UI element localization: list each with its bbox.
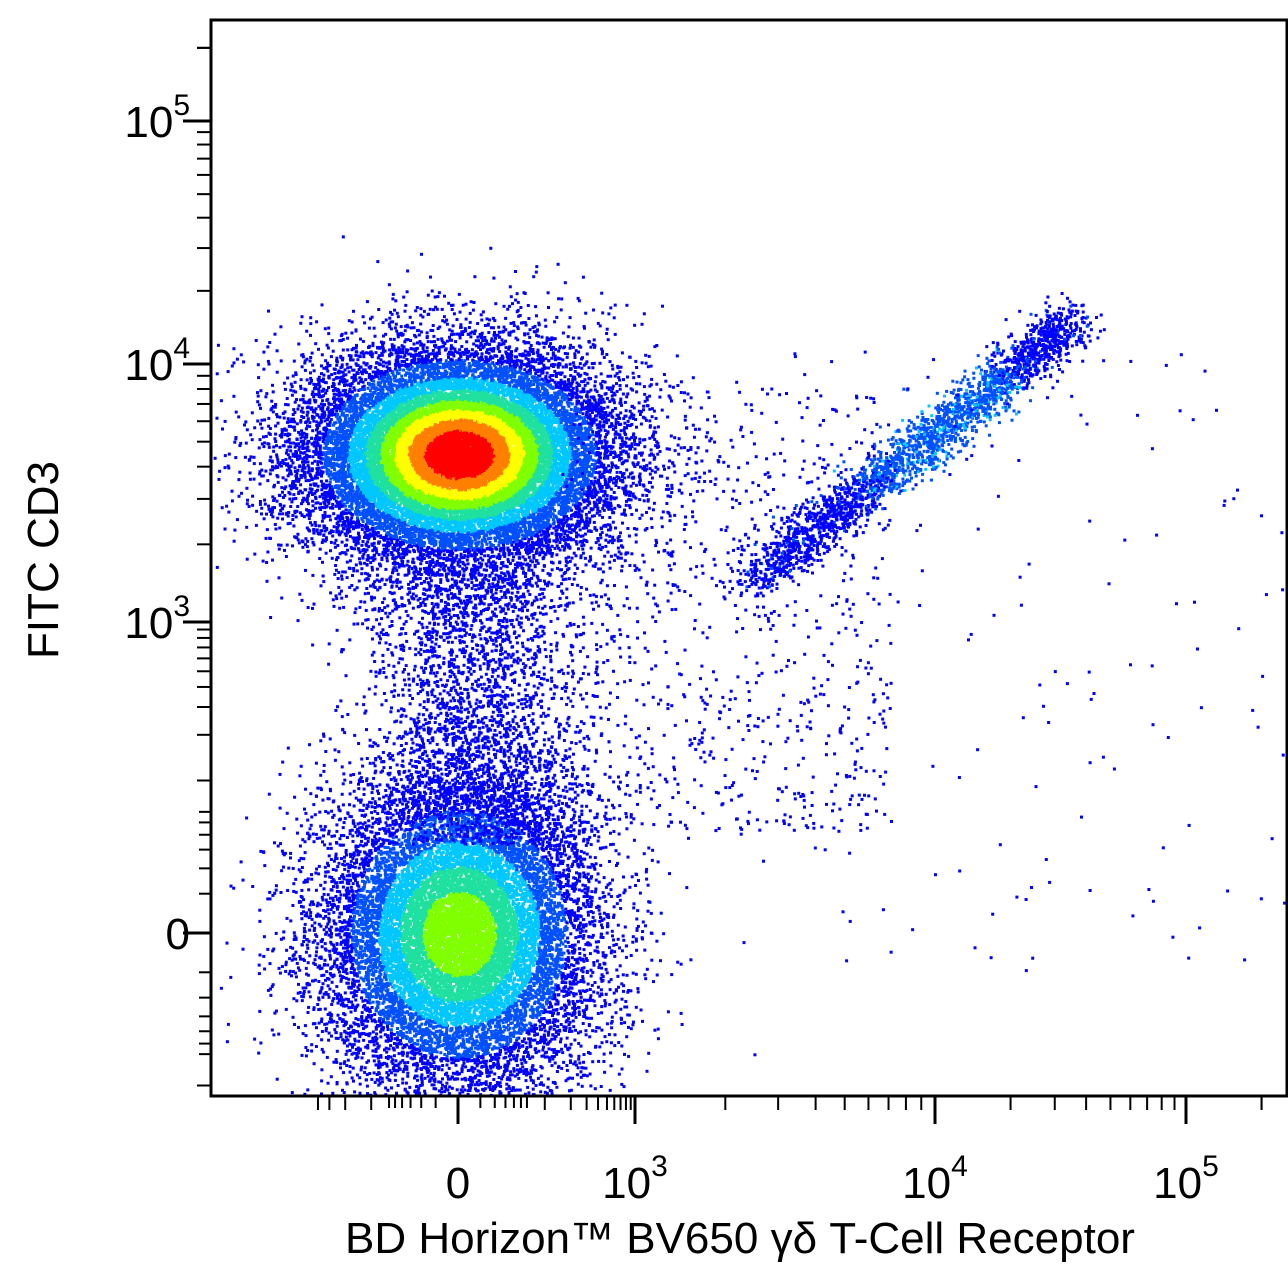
event-dot	[295, 515, 298, 518]
event-dot	[642, 459, 645, 462]
event-dot	[511, 559, 514, 562]
event-dot	[269, 456, 272, 459]
event-dot	[459, 311, 462, 314]
event-dot	[375, 351, 378, 354]
event-dot	[305, 427, 308, 430]
event-dot	[297, 469, 300, 472]
event-dot	[419, 562, 422, 565]
event-dot	[278, 512, 281, 515]
event-dot	[527, 317, 530, 320]
event-dot	[283, 417, 286, 420]
event-dot	[265, 513, 268, 516]
event-dot	[413, 343, 416, 346]
event-dot	[362, 381, 365, 384]
event-dot	[666, 416, 669, 419]
event-dot	[560, 297, 563, 300]
event-dot	[305, 330, 308, 333]
event-dot	[316, 463, 319, 466]
event-dot	[275, 444, 278, 447]
event-dot	[326, 344, 329, 347]
event-dot	[280, 486, 283, 489]
event-dot	[420, 253, 423, 256]
event-dot	[251, 438, 254, 441]
event-dot	[527, 304, 530, 307]
event-dot	[287, 403, 290, 406]
event-dot	[374, 522, 377, 525]
event-dot	[627, 420, 630, 423]
event-dot	[267, 505, 270, 508]
event-dot	[620, 557, 623, 560]
event-dot	[683, 446, 686, 449]
event-dot	[561, 575, 564, 578]
event-dot	[677, 444, 680, 447]
event-dot	[566, 356, 569, 359]
event-dot	[342, 235, 345, 238]
event-dot	[604, 490, 607, 493]
event-dot	[625, 468, 628, 471]
event-dot	[603, 555, 606, 558]
event-dot	[224, 466, 227, 469]
event-dot	[258, 446, 261, 449]
event-dot	[565, 530, 568, 533]
event-dot	[281, 512, 284, 515]
